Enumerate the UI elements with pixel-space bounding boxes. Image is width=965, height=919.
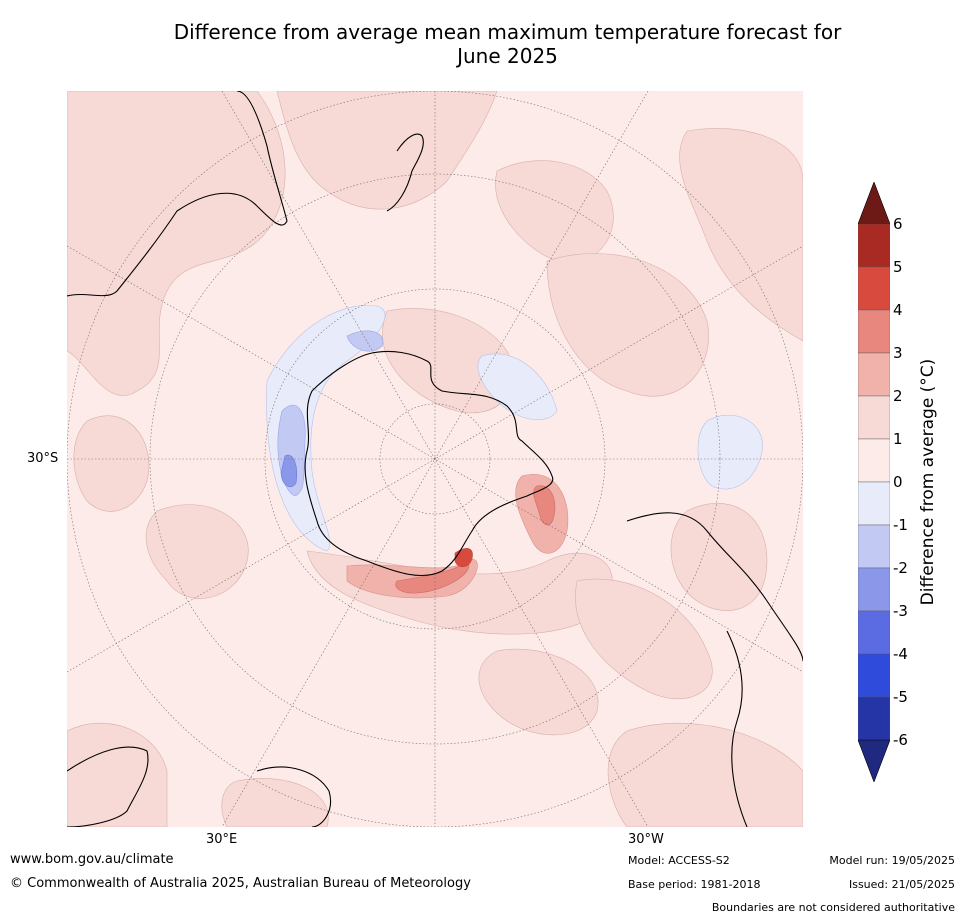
lon-label-30e: 30°E	[206, 832, 238, 847]
colorbar	[857, 181, 891, 783]
website-link[interactable]: www.bom.gov.au/climate	[10, 852, 174, 867]
title-line-2: June 2025	[457, 44, 558, 68]
colorbar-segment	[857, 223, 891, 268]
colorbar-tick-label: -1	[893, 516, 908, 534]
colorbar-segment	[857, 567, 891, 612]
copyright-text: © Commonwealth of Australia 2025, Austra…	[10, 876, 471, 891]
colorbar-title: Difference from average (°C)	[918, 358, 938, 606]
colorbar-segment	[857, 653, 891, 698]
colorbar-segment	[857, 696, 891, 741]
anomaly-1-2-regions	[67, 91, 803, 827]
coastlines	[67, 91, 803, 827]
map-canvas	[67, 91, 803, 827]
title-line-1: Difference from average mean maximum tem…	[173, 20, 842, 44]
colorbar-tick-label: -6	[893, 731, 908, 749]
issued-text: Issued: 21/05/2025	[848, 878, 955, 891]
colorbar-tick-label: 3	[893, 344, 903, 362]
polar-map	[67, 91, 803, 827]
colorbar-segment	[857, 309, 891, 354]
lat-label-30s: 30°S	[27, 451, 59, 466]
colorbar-extend-top	[857, 181, 891, 225]
colorbar-segment	[857, 352, 891, 397]
map-title: Difference from average mean maximum tem…	[100, 20, 915, 68]
colorbar-segment	[857, 266, 891, 311]
colorbar-segment	[857, 395, 891, 440]
model-text: Model: ACCESS-S2	[628, 854, 730, 867]
colorbar-tick-label: 2	[893, 387, 903, 405]
colorbar-tick-label: 0	[893, 473, 903, 491]
colorbar-segment	[857, 438, 891, 483]
colorbar-tick-label: -4	[893, 645, 908, 663]
colorbar-tick-label: -5	[893, 688, 908, 706]
colorbar-segment	[857, 524, 891, 569]
colorbar-tick-label: -3	[893, 602, 908, 620]
colorbar-tick-label: 1	[893, 430, 903, 448]
colorbar-tick-label: 4	[893, 301, 903, 319]
colorbar-svg	[857, 181, 891, 783]
colorbar-tick-label: 5	[893, 258, 903, 276]
model-run-text: Model run: 19/05/2025	[829, 854, 955, 867]
base-period-text: Base period: 1981-2018	[628, 878, 761, 891]
colorbar-tick-label: 6	[893, 215, 903, 233]
graticule	[67, 91, 803, 827]
anomaly-negative-regions	[266, 304, 763, 552]
disclaimer-text: Boundaries are not considered authoritat…	[711, 901, 955, 914]
colorbar-tick-label: -2	[893, 559, 908, 577]
colorbar-extend-bottom	[857, 739, 891, 783]
lon-label-30w: 30°W	[628, 832, 664, 847]
colorbar-segment	[857, 481, 891, 526]
colorbar-segment	[857, 610, 891, 655]
